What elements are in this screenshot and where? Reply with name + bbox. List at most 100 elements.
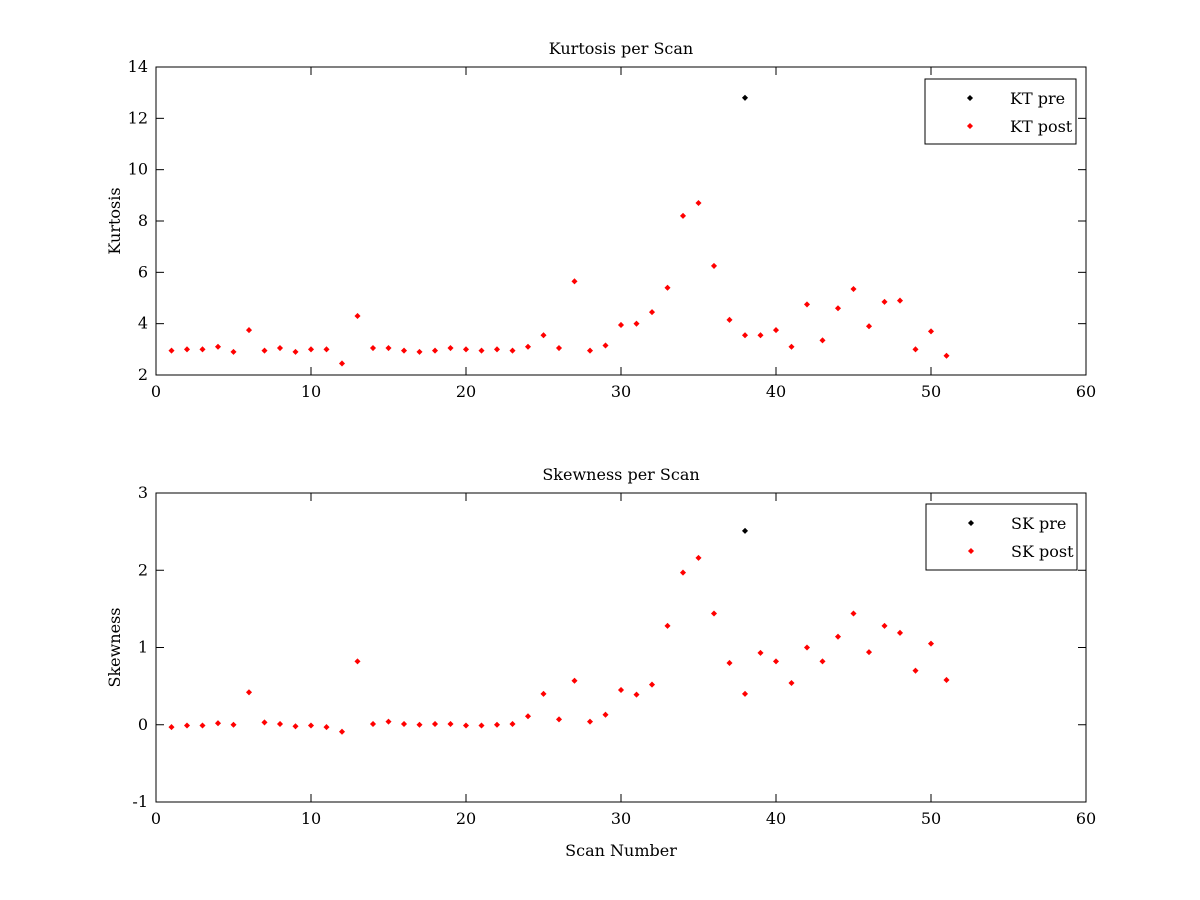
- legend-entry-label: KT pre: [1010, 89, 1065, 108]
- x-tick-label: 30: [611, 809, 631, 828]
- data-point: [478, 722, 485, 729]
- data-point: [199, 722, 206, 729]
- data-point: [447, 345, 454, 352]
- y-tick-label: 3: [138, 483, 148, 502]
- data-point: [741, 527, 749, 534]
- data-point: [478, 347, 485, 354]
- data-point: [493, 721, 501, 728]
- data-point: [834, 633, 842, 640]
- data-point: [865, 649, 873, 656]
- data-point: [664, 284, 671, 291]
- data-point: [927, 328, 935, 335]
- data-point: [276, 720, 284, 728]
- data-point: [385, 345, 392, 352]
- legend-marker: [967, 519, 975, 527]
- data-point: [664, 622, 671, 629]
- data-point: [323, 724, 330, 731]
- data-point: [726, 659, 733, 666]
- data-point: [741, 690, 749, 697]
- data-point: [168, 724, 175, 731]
- y-tick-label: 0: [138, 715, 148, 734]
- legend-box: [925, 503, 1078, 571]
- data-point: [431, 720, 439, 728]
- data-point: [571, 278, 578, 285]
- legend: KT pre KT post: [924, 78, 1077, 145]
- data-point: [819, 658, 826, 665]
- data-point: [772, 327, 780, 334]
- data-point: [261, 719, 268, 726]
- data-point: [772, 658, 780, 665]
- series-1: [741, 527, 749, 534]
- data-point: [617, 686, 625, 694]
- x-tick-label: 10: [301, 809, 321, 828]
- x-tick-label: 30: [611, 382, 631, 401]
- data-point: [509, 347, 516, 354]
- x-tick-label: 20: [456, 382, 476, 401]
- data-point: [245, 689, 253, 696]
- data-point: [757, 649, 764, 656]
- data-point: [586, 718, 594, 725]
- data-point: [679, 569, 687, 576]
- data-point: [338, 728, 346, 735]
- data-point: [834, 305, 842, 312]
- legend-marker: [966, 94, 974, 102]
- data-point: [199, 346, 206, 353]
- data-point: [741, 332, 749, 339]
- data-point: [307, 346, 315, 353]
- data-point: [168, 347, 175, 354]
- legend-box: [924, 78, 1077, 145]
- data-point: [865, 323, 873, 330]
- legend-marker: [967, 547, 975, 555]
- data-point: [648, 309, 656, 316]
- data-point: [230, 348, 237, 355]
- data-point: [695, 554, 702, 561]
- data-point: [447, 720, 454, 728]
- data-point: [571, 677, 578, 684]
- data-point: [803, 644, 811, 651]
- y-tick-label: 2: [138, 365, 148, 384]
- x-axis-label: Scan Number: [565, 841, 677, 860]
- data-point: [416, 348, 423, 355]
- data-point: [230, 721, 237, 728]
- data-point: [850, 610, 857, 617]
- series-1: [741, 94, 749, 101]
- data-point: [462, 346, 470, 353]
- data-point: [943, 352, 950, 359]
- data-point: [369, 345, 377, 352]
- data-point: [788, 680, 795, 687]
- x-tick-label: 50: [921, 382, 941, 401]
- data-point: [803, 301, 811, 308]
- x-tick-label: 60: [1076, 382, 1096, 401]
- x-tick-label: 60: [1076, 809, 1096, 828]
- data-point: [354, 312, 361, 319]
- data-point: [323, 346, 330, 353]
- series-2: [168, 200, 950, 367]
- data-point: [385, 718, 392, 725]
- y-tick-label: 6: [138, 262, 148, 281]
- data-point: [912, 346, 919, 353]
- series-2: [168, 554, 950, 735]
- data-point: [710, 610, 718, 617]
- data-point: [927, 640, 935, 647]
- legend: SK pre SK post: [925, 503, 1078, 571]
- x-tick-label: 0: [151, 382, 161, 401]
- data-point: [400, 720, 408, 728]
- data-point: [881, 298, 888, 305]
- data-point: [710, 262, 718, 269]
- x-tick-label: 40: [766, 809, 786, 828]
- data-point: [695, 200, 702, 207]
- data-point: [369, 720, 377, 728]
- legend-entry-label: SK pre: [1011, 514, 1066, 533]
- data-point: [307, 722, 315, 729]
- y-tick-label: 12: [128, 108, 148, 127]
- data-point: [726, 316, 733, 323]
- legend-entry-label: KT post: [1010, 117, 1073, 136]
- data-point: [788, 343, 795, 350]
- y-axis-label: Kurtosis: [105, 187, 124, 254]
- data-point: [896, 629, 904, 636]
- data-point: [648, 681, 656, 688]
- y-tick-label: 10: [128, 160, 148, 179]
- data-point: [276, 345, 284, 352]
- data-point: [493, 346, 501, 353]
